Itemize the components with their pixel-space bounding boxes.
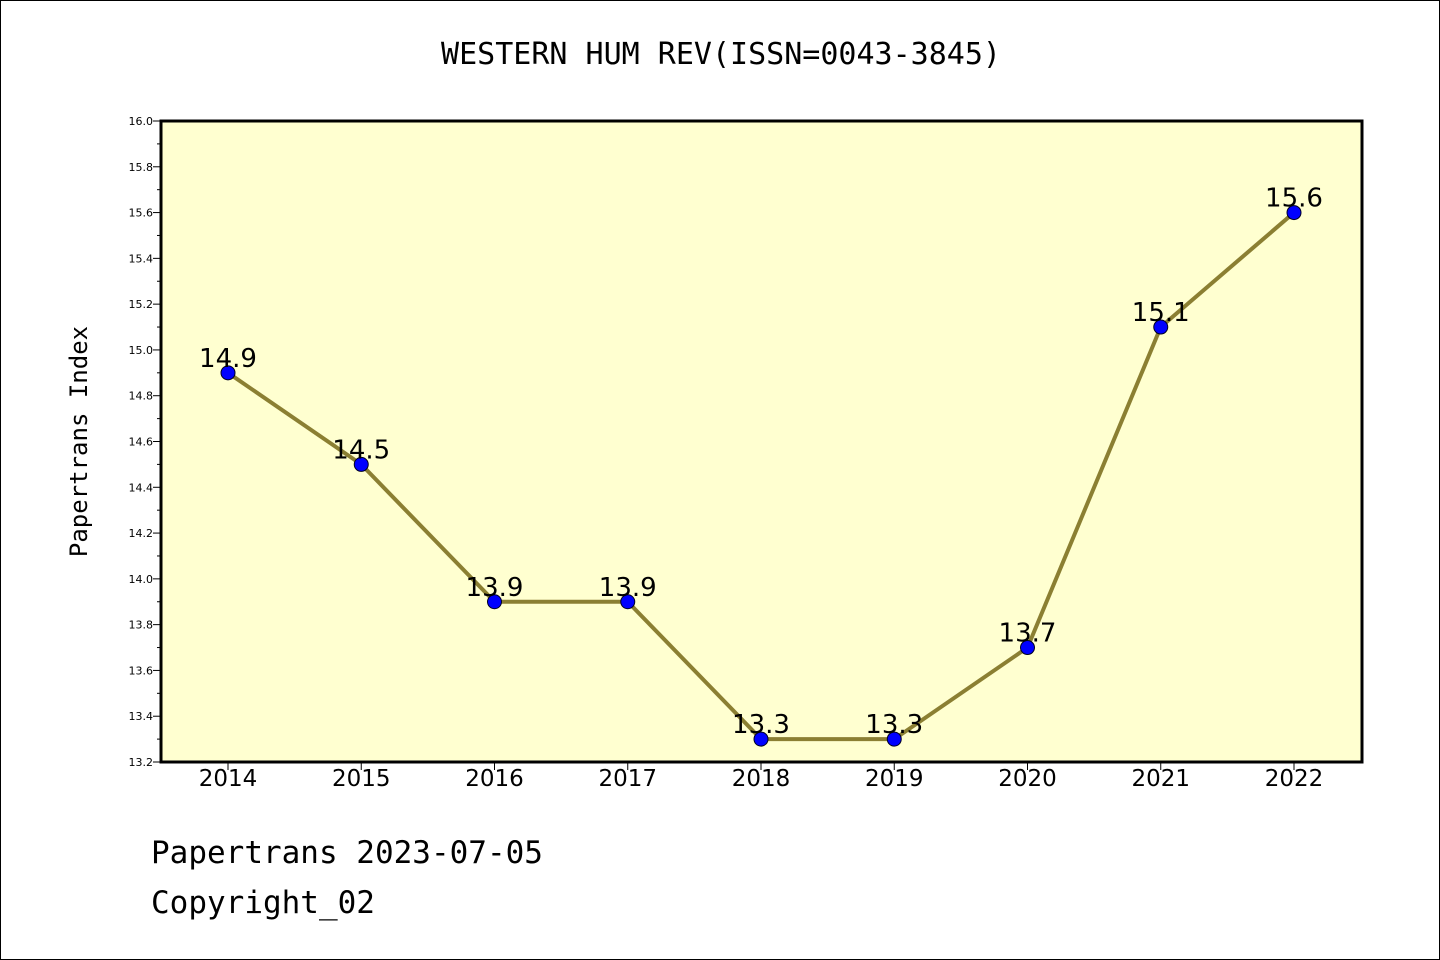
x-tick-label: 2017 bbox=[598, 766, 657, 792]
plot-area bbox=[159, 119, 1364, 764]
x-tick-label: 2022 bbox=[1265, 766, 1324, 792]
data-point bbox=[1153, 319, 1169, 335]
y-tick-label: 15.6 bbox=[129, 207, 154, 220]
x-tick-label: 2015 bbox=[332, 766, 391, 792]
y-tick-label: 13.8 bbox=[129, 619, 154, 632]
footer-date: Papertrans 2023-07-05 bbox=[151, 835, 543, 871]
data-point bbox=[753, 731, 769, 747]
data-point bbox=[886, 731, 902, 747]
y-tick-label: 14.0 bbox=[129, 573, 154, 586]
data-label: 13.7 bbox=[999, 619, 1057, 649]
x-tick-label: 2016 bbox=[465, 766, 524, 792]
y-tick-label: 13.6 bbox=[129, 664, 154, 677]
data-point bbox=[620, 594, 636, 610]
data-point bbox=[487, 594, 502, 610]
chart-title: WESTERN HUM REV(ISSN=0043-3845) bbox=[441, 37, 1001, 72]
data-point bbox=[353, 456, 369, 472]
y-tick-label: 14.8 bbox=[129, 390, 154, 403]
data-label: 14.5 bbox=[332, 435, 390, 465]
y-tick-label: 15.2 bbox=[129, 298, 154, 311]
data-point bbox=[1286, 205, 1302, 221]
y-tick-label: 15.8 bbox=[129, 161, 154, 174]
x-tick-label: 2021 bbox=[1131, 766, 1190, 792]
x-tick-label: 2019 bbox=[865, 766, 924, 792]
x-tick-label: 2014 bbox=[199, 766, 258, 792]
y-tick-label: 13.4 bbox=[129, 710, 154, 723]
y-tick-label: 16.0 bbox=[129, 115, 154, 128]
data-point bbox=[220, 365, 236, 381]
x-tick-label: 2018 bbox=[732, 766, 791, 792]
data-label: 14.9 bbox=[199, 344, 257, 374]
data-label: 13.9 bbox=[466, 573, 524, 603]
x-tick-label: 2020 bbox=[998, 766, 1057, 792]
data-label: 15.1 bbox=[1132, 298, 1190, 328]
y-tick-label: 15.0 bbox=[129, 344, 154, 357]
data-label: 13.3 bbox=[865, 710, 923, 740]
footer-copyright: Copyright_02 bbox=[151, 885, 375, 921]
y-tick-label: 14.2 bbox=[129, 527, 154, 540]
data-label: 15.6 bbox=[1265, 184, 1323, 214]
y-tick-label: 13.2 bbox=[129, 756, 154, 769]
y-tick-label: 14.4 bbox=[129, 481, 154, 494]
y-tick-label: 14.6 bbox=[129, 436, 154, 449]
data-label: 13.3 bbox=[732, 710, 790, 740]
data-label: 13.9 bbox=[599, 573, 657, 603]
y-axis-label: Papertrans Index bbox=[65, 326, 93, 557]
data-point bbox=[1020, 640, 1035, 656]
y-tick-label: 15.4 bbox=[129, 252, 154, 265]
